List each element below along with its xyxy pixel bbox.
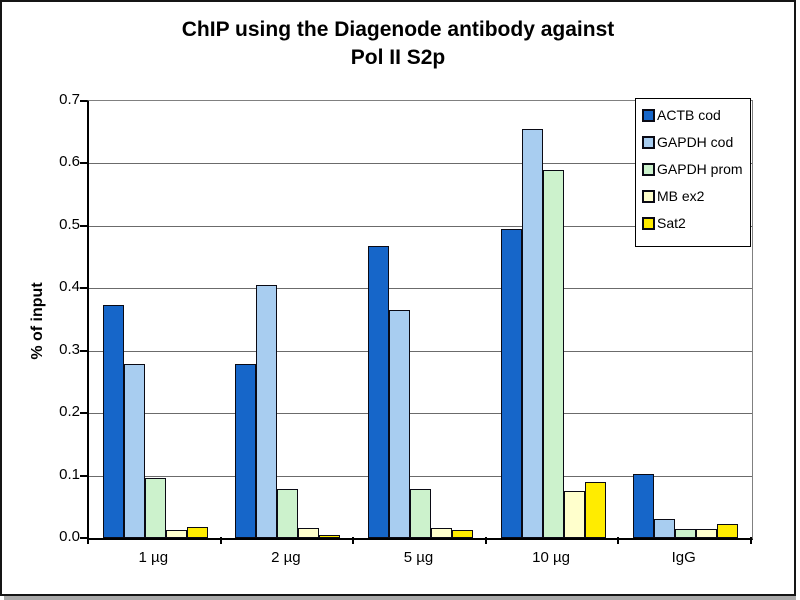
legend-item: MB ex2	[642, 188, 750, 204]
x-category-label: 2 µg	[271, 549, 301, 566]
gridline	[89, 225, 752, 227]
legend-label: GAPDH prom	[657, 161, 743, 177]
bar-actb-cod	[633, 473, 655, 538]
bar-mb-ex2	[165, 529, 187, 538]
bar-sat2	[584, 481, 606, 538]
bar-sat2	[319, 534, 341, 538]
x-axis-tick	[219, 537, 222, 544]
legend-label: GAPDH cod	[657, 134, 734, 150]
y-tick-label: 0.6	[59, 153, 80, 171]
bar-mb-ex2	[563, 491, 585, 538]
legend-swatch-icon	[642, 189, 655, 203]
y-axis-tick	[80, 537, 87, 539]
legend: ACTB cod GAPDH cod GAPDH prom MB ex2 Sat2	[635, 98, 751, 247]
bar-gapdh-cod	[256, 284, 278, 538]
x-category-label: 1 µg	[138, 549, 169, 566]
bar-actb-cod	[235, 364, 257, 538]
x-category-label: 5 µg	[403, 549, 434, 566]
y-tick-label: 0.5	[59, 215, 80, 233]
bar-gapdh-cod	[654, 518, 676, 538]
bar-mb-ex2	[696, 528, 718, 538]
bar-sat2	[452, 529, 473, 538]
legend-item: GAPDH prom	[642, 161, 750, 177]
y-tick-label: 0.3	[59, 340, 80, 358]
bar-gapdh-prom	[675, 528, 697, 538]
legend-swatch-icon	[642, 135, 655, 149]
legend-item: GAPDH cod	[642, 134, 750, 150]
legend-swatch-icon	[642, 108, 655, 122]
chart-title-line1: ChIP using the Diagenode antibody agains…	[181, 18, 615, 41]
y-axis-tick	[80, 162, 87, 165]
y-tick-label: 0.1	[59, 465, 80, 483]
bar-gapdh-cod	[123, 364, 145, 538]
y-tick-label: 0.0	[59, 528, 80, 545]
y-axis-tick	[80, 412, 87, 415]
bar-gapdh-prom	[277, 488, 299, 538]
bar-gapdh-cod	[389, 309, 410, 538]
chart-title: ChIP using the Diagenode antibody agains…	[0, 16, 796, 72]
frame-drop-shadow	[4, 596, 796, 600]
x-category-label: 10 µg	[532, 549, 571, 566]
legend-label: Sat2	[657, 215, 686, 231]
legend-swatch-icon	[642, 216, 655, 230]
x-axis-tick	[352, 537, 355, 544]
x-axis-tick	[750, 537, 752, 544]
gridline	[89, 163, 752, 165]
legend-label: ACTB cod	[657, 107, 721, 123]
gridline	[89, 475, 752, 477]
gridline	[89, 288, 752, 290]
x-category-label: IgG	[671, 549, 696, 566]
y-tick-label: 0.7	[59, 91, 80, 108]
y-tick-label: 0.4	[59, 278, 80, 296]
legend-label: MB ex2	[657, 188, 705, 204]
bar-sat2	[717, 524, 739, 538]
y-axis-tick	[80, 287, 87, 290]
bar-gapdh-prom	[542, 169, 564, 538]
bar-gapdh-prom	[410, 488, 431, 538]
x-axis-tick	[617, 537, 620, 544]
x-axis-tick	[87, 537, 89, 544]
gridline	[89, 413, 752, 415]
y-axis-tick	[80, 474, 87, 477]
x-axis-tick	[484, 537, 487, 544]
bar-actb-cod	[368, 245, 389, 538]
y-axis-tick	[80, 224, 87, 227]
bar-actb-cod	[500, 228, 522, 538]
gridline	[89, 350, 752, 352]
bar-mb-ex2	[431, 528, 452, 538]
legend-item: ACTB cod	[642, 107, 750, 123]
chart-title-line2: Pol II S2p	[350, 46, 446, 69]
bar-actb-cod	[102, 305, 124, 538]
y-tick-label: 0.2	[59, 403, 80, 421]
y-axis-tick	[80, 100, 87, 102]
bar-sat2	[186, 526, 208, 538]
bar-gapdh-cod	[521, 129, 543, 538]
y-axis-tick	[80, 349, 87, 352]
legend-swatch-icon	[642, 162, 655, 176]
legend-item: Sat2	[642, 215, 750, 231]
bar-gapdh-prom	[144, 478, 166, 538]
bar-mb-ex2	[298, 528, 320, 538]
